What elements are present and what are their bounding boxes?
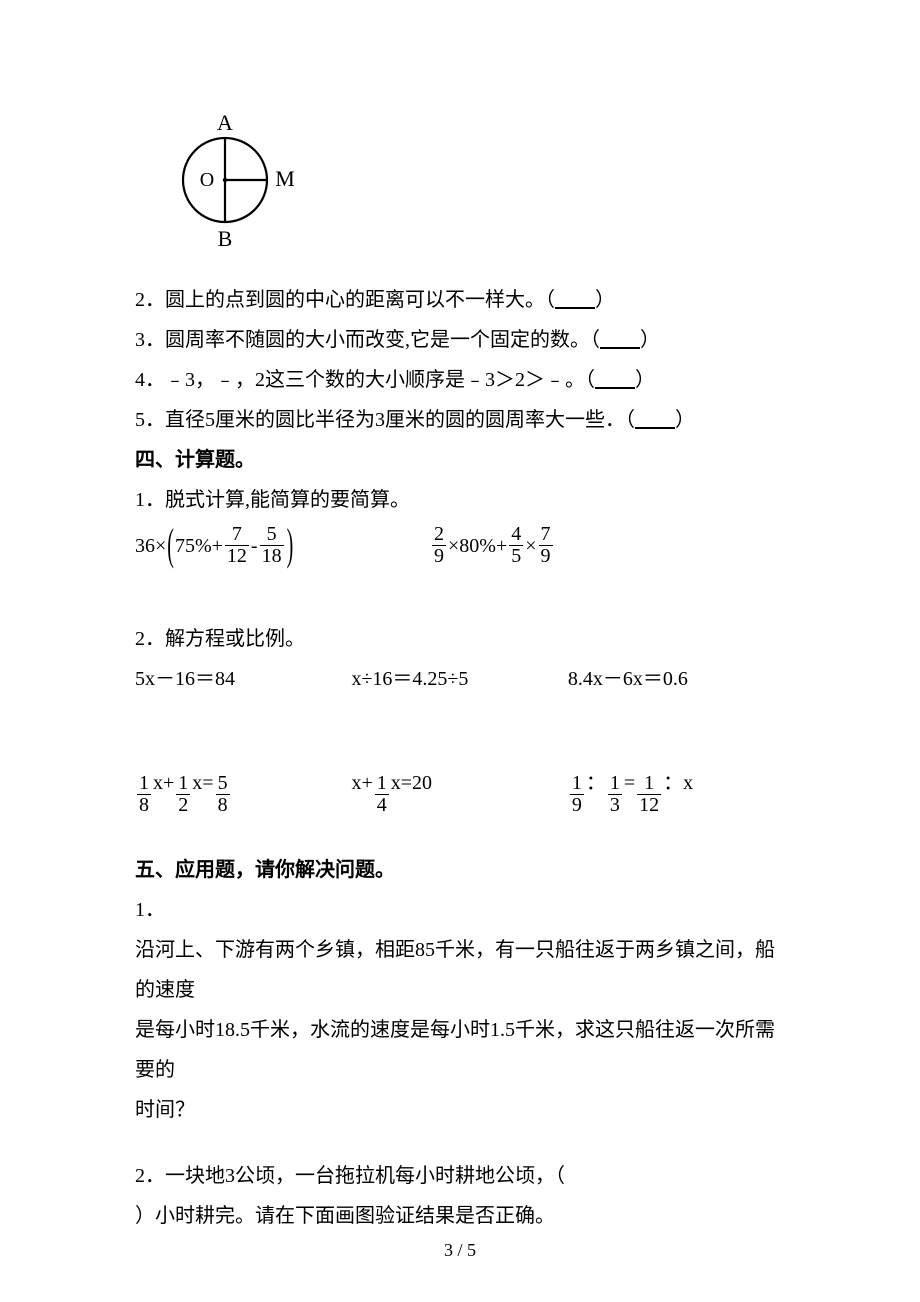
label-A: A xyxy=(217,110,233,135)
calc-expr-1: 36× ( 75%+ 7 12 - 5 18 ) xyxy=(135,524,430,567)
expr2-m2: × xyxy=(525,526,536,566)
eq-b: x÷16＝4.25÷5 xyxy=(351,659,567,699)
tf-q3-text: 3．圆周率不随圆的大小而改变,它是一个固定的数。（ xyxy=(135,329,600,351)
section5-header: 五、应用题，请你解决问题。 xyxy=(135,850,785,890)
gap xyxy=(135,1130,785,1156)
section5-q1-l1: 沿河上、下游有两个乡镇，相距85千米，有一只船往返于两乡镇之间，船的速度 xyxy=(135,930,785,1010)
gap xyxy=(135,824,785,850)
expr1-prefix: 36× xyxy=(135,526,166,566)
tf-q4: 4．﹣3，﹣，2这三个数的大小顺序是﹣3＞2＞﹣。（ ） xyxy=(135,360,785,400)
section4-q2: 2．解方程或比例。 xyxy=(135,619,785,659)
label-O: O xyxy=(200,169,214,191)
label-B: B xyxy=(218,226,233,251)
label-M: M xyxy=(275,166,295,191)
expr1-pct: 75%+ xyxy=(175,526,223,566)
eq-e: x+ 1 4 x=20 xyxy=(351,763,567,816)
tf-q2-text: 2．圆上的点到圆的中心的距离可以不一样大。（ xyxy=(135,289,555,311)
eq-f: 1 9 ： 1 3 = 1 12 ：x xyxy=(568,763,784,816)
lparen-icon: ( xyxy=(167,502,174,590)
expr2-frac3: 7 9 xyxy=(539,524,553,567)
section4-q1: 1．脱式计算,能简算的要简算。 xyxy=(135,480,785,520)
expr1-frac2: 5 18 xyxy=(260,524,284,567)
page: A B O M 2．圆上的点到圆的中心的距离可以不一样大。（ ） 3．圆周率不随… xyxy=(0,0,920,1302)
tf-q5-end: ） xyxy=(675,409,695,431)
tf-q3-end: ） xyxy=(640,329,660,351)
circle-figure: A B O M xyxy=(165,110,785,274)
expr1-mid: - xyxy=(251,526,258,566)
section5-q1-l3: 时间？ xyxy=(135,1090,785,1130)
tf-q4-end: ） xyxy=(635,369,655,391)
circle-svg: A B O M xyxy=(165,110,315,260)
section5-q2-l2: ）小时耕完。请在下面画图验证结果是否正确。 xyxy=(135,1196,785,1236)
section5-q2-l1: 2．一块地3公顷，一台拖拉机每小时耕地公顷，（ xyxy=(135,1156,785,1196)
tf-q2: 2．圆上的点到圆的中心的距离可以不一样大。（ ） xyxy=(135,280,785,320)
tf-q5-blank xyxy=(635,409,675,431)
expr1-frac1: 7 12 xyxy=(225,524,249,567)
tf-q4-text: 4．﹣3，﹣，2这三个数的大小顺序是﹣3＞2＞﹣。（ xyxy=(135,369,595,391)
gap xyxy=(135,575,785,619)
eq-row-1: 5x－16＝84 x÷16＝4.25÷5 8.4x－6x＝0.6 xyxy=(135,659,785,699)
rparen-icon: ) xyxy=(287,502,294,590)
calc-row-1: 36× ( 75%+ 7 12 - 5 18 ) 2 9 ×80%+ 4 5 xyxy=(135,524,785,567)
page-number: 3 / 5 xyxy=(0,1232,920,1268)
section4-header: 四、计算题。 xyxy=(135,440,785,480)
eq-d: 1 8 x+ 1 2 x= 5 8 xyxy=(135,763,351,816)
eq-a: 5x－16＝84 xyxy=(135,659,351,699)
section5-q1-l2: 是每小时18.5千米，水流的速度是每小时1.5千米，求这只船往返一次所需要的 xyxy=(135,1010,785,1090)
expr2-m1: ×80%+ xyxy=(448,526,507,566)
tf-q2-end: ） xyxy=(595,289,615,311)
tf-q2-blank xyxy=(555,289,595,311)
section5-q1-label: 1． xyxy=(135,890,785,930)
tf-q3-blank xyxy=(600,329,640,351)
tf-q3: 3．圆周率不随圆的大小而改变,它是一个固定的数。（ ） xyxy=(135,320,785,360)
eq-c: 8.4x－6x＝0.6 xyxy=(568,659,784,699)
eq-row-2: 1 8 x+ 1 2 x= 5 8 x+ 1 4 x=20 1 xyxy=(135,763,785,816)
calc-expr-2: 2 9 ×80%+ 4 5 × 7 9 xyxy=(430,524,785,567)
expr2-frac1: 2 9 xyxy=(432,524,446,567)
tf-q5: 5．直径5厘米的圆比半径为3厘米的圆的圆周率大一些．（ ） xyxy=(135,400,785,440)
tf-q4-blank xyxy=(595,369,635,391)
tf-q5-text: 5．直径5厘米的圆比半径为3厘米的圆的圆周率大一些．（ xyxy=(135,409,635,431)
expr2-frac2: 4 5 xyxy=(509,524,523,567)
